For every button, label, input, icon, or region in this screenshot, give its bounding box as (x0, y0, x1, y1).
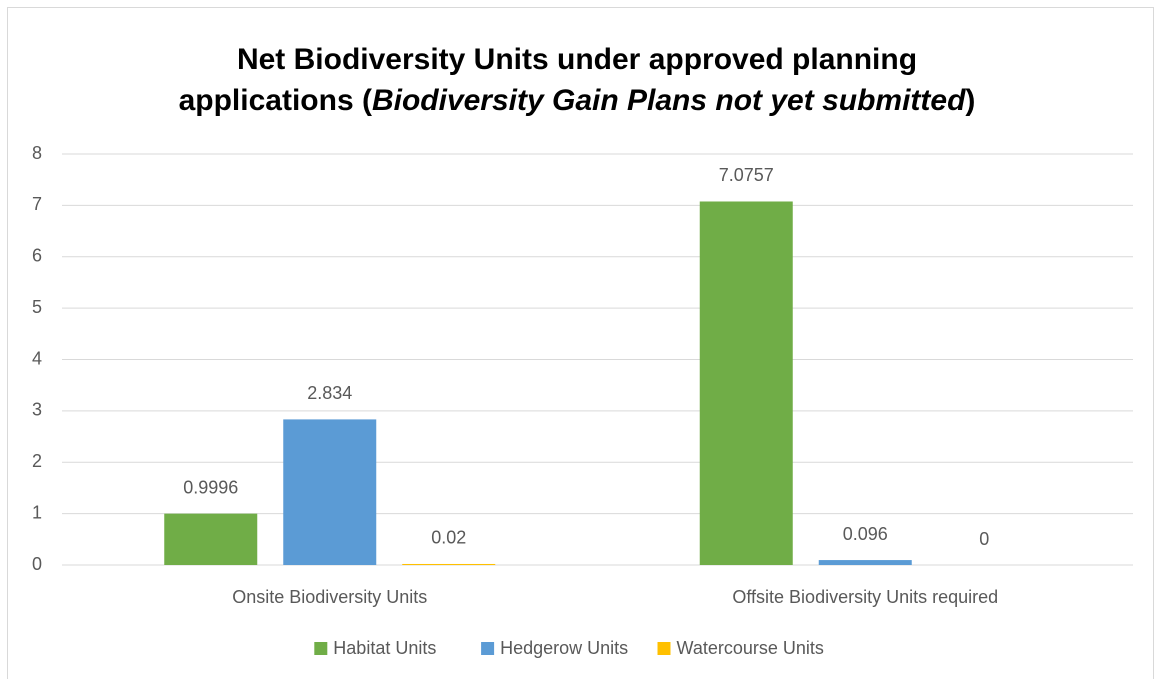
y-tick-label: 4 (32, 348, 42, 368)
legend-swatch (657, 642, 671, 655)
y-tick-label: 0 (32, 554, 42, 574)
value-label: 7.0757 (719, 165, 774, 185)
value-label: 0.096 (843, 524, 888, 544)
bar (818, 560, 912, 565)
legend-label: Habitat Units (333, 638, 436, 658)
y-tick-label: 7 (32, 194, 42, 214)
bar (699, 201, 793, 566)
title-part: ) (965, 84, 975, 117)
legend-label: Watercourse Units (677, 638, 824, 658)
chart-title-line: applications (Biodiversity Gain Plans no… (179, 84, 976, 117)
y-tick-label: 6 (32, 246, 42, 266)
chart-title-line: Net Biodiversity Units under approved pl… (237, 43, 917, 76)
value-label: 0 (979, 529, 989, 549)
bar (402, 563, 496, 565)
y-tick-label: 5 (32, 297, 42, 317)
legend-label: Hedgerow Units (500, 638, 628, 658)
bar (283, 419, 377, 565)
value-label: 2.834 (307, 383, 352, 403)
legend-swatch (481, 642, 495, 655)
legend-swatch (314, 642, 328, 655)
y-tick-label: 8 (32, 143, 42, 163)
x-tick-label: Offsite Biodiversity Units required (732, 587, 998, 607)
chart-border (7, 7, 1154, 679)
title-part: Biodiversity Gain Plans not yet submitte… (372, 84, 966, 117)
y-tick-label: 1 (32, 502, 42, 522)
value-label: 0.02 (431, 528, 466, 548)
bar (164, 513, 258, 565)
value-label: 0.9996 (183, 477, 238, 497)
y-tick-label: 2 (32, 451, 42, 471)
title-part: applications ( (179, 84, 372, 117)
y-tick-label: 3 (32, 400, 42, 420)
x-tick-label: Onsite Biodiversity Units (232, 587, 427, 607)
